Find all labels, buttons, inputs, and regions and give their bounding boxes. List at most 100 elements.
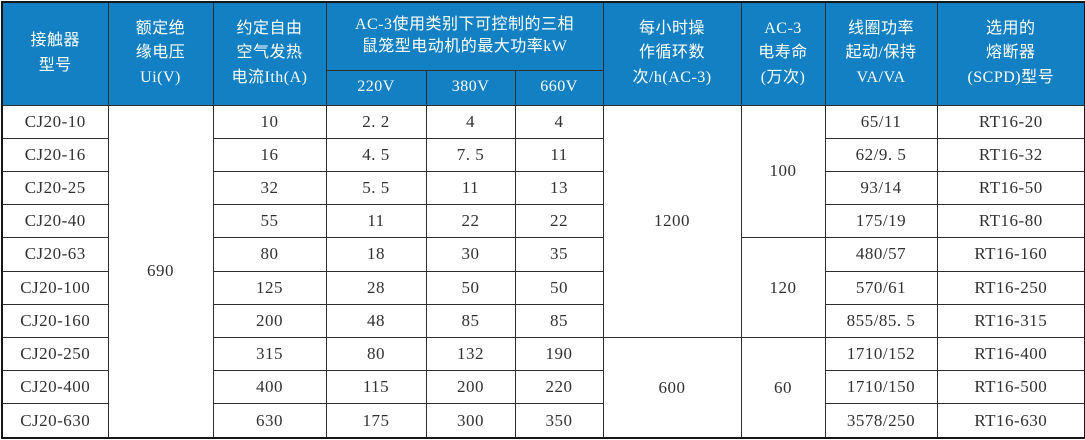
cell-coil: 855/85. 5 xyxy=(824,303,938,339)
table-row: CJ20-40 55 11 22 22 175/19 RT16-80 xyxy=(1,204,1085,239)
cell-life-merged: 120 xyxy=(740,237,826,339)
cell-kw380: 50 xyxy=(425,270,516,305)
table-row: CJ20-25 32 5. 5 11 13 93/14 RT16-50 xyxy=(1,170,1085,206)
header-fuse-type: 选用的 熔断器 (SCPD)型号 xyxy=(936,1,1085,106)
cell-kw660: 13 xyxy=(514,170,604,206)
cell-coil: 175/19 xyxy=(824,204,938,239)
cell-kw380: 200 xyxy=(425,370,516,405)
cell-fuse: RT16-500 xyxy=(936,370,1085,405)
cell-model: CJ20-10 xyxy=(1,104,109,139)
cell-ith: 125 xyxy=(212,270,327,305)
header-contactor-model: 接触器 型号 xyxy=(1,1,109,106)
cell-kw660: 190 xyxy=(514,337,604,372)
cell-kw380: 7. 5 xyxy=(425,137,516,172)
cell-kw660: 220 xyxy=(514,370,604,405)
cell-fuse: RT16-630 xyxy=(936,403,1085,439)
cell-kw220: 80 xyxy=(325,337,427,372)
cell-fuse: RT16-250 xyxy=(936,270,1085,305)
cell-model: CJ20-250 xyxy=(1,337,109,372)
cell-kw220: 48 xyxy=(325,303,427,339)
header-ac3-max-power-group: AC-3使用类别下可控制的三相 鼠笼型电动机的最大功率kW xyxy=(325,1,604,71)
cell-model: CJ20-160 xyxy=(1,303,109,339)
cell-coil: 65/11 xyxy=(824,104,938,139)
cell-ith: 200 xyxy=(212,303,327,339)
cell-coil: 480/57 xyxy=(824,237,938,272)
table-row: CJ20-630 630 175 300 350 3578/250 RT16-6… xyxy=(1,403,1085,439)
cell-coil: 1710/150 xyxy=(824,370,938,405)
cell-ith: 10 xyxy=(212,104,327,139)
cell-ith: 630 xyxy=(212,403,327,439)
cell-kw380: 30 xyxy=(425,237,516,272)
header-380v: 380V xyxy=(425,69,516,106)
table-row: CJ20-10 690 10 2. 2 4 4 1200 100 65/11 R… xyxy=(1,104,1085,439)
cell-model: CJ20-40 xyxy=(1,204,109,239)
cell-kw660: 22 xyxy=(514,204,604,239)
cell-kw220: 18 xyxy=(325,237,427,272)
cell-cycles-merged: 600 xyxy=(602,337,742,439)
cell-model: CJ20-400 xyxy=(1,370,109,405)
cell-kw380: 4 xyxy=(425,104,516,139)
table-row: CJ20-63 80 18 30 35 120 480/57 RT16-160 xyxy=(1,237,1085,339)
cell-fuse: RT16-315 xyxy=(936,303,1085,339)
cell-kw220: 115 xyxy=(325,370,427,405)
table-row: CJ20-100 125 28 50 50 570/61 RT16-250 xyxy=(1,270,1085,305)
cell-coil: 3578/250 xyxy=(824,403,938,439)
cell-life-merged: 100 xyxy=(740,104,826,239)
cell-model: CJ20-25 xyxy=(1,170,109,206)
cell-kw660: 11 xyxy=(514,137,604,172)
cell-kw380: 22 xyxy=(425,204,516,239)
cell-fuse: RT16-50 xyxy=(936,170,1085,206)
table-row: CJ20-16 16 4. 5 7. 5 11 62/9. 5 RT16-32 xyxy=(1,137,1085,172)
cell-life-merged: 60 xyxy=(740,337,826,439)
cell-kw660: 50 xyxy=(514,270,604,305)
table-body: CJ20-10 690 10 2. 2 4 4 1200 100 65/11 R… xyxy=(1,104,1085,439)
header-thermal-current: 约定自由 空气发热 电流Ith(A) xyxy=(212,1,327,106)
table-row: CJ20-250 315 80 132 190 600 60 1710/152 … xyxy=(1,337,1085,439)
cell-fuse: RT16-20 xyxy=(936,104,1085,139)
header-row-1: 接触器 型号 额定绝 缘电压 Ui(V) 约定自由 空气发热 电流Ith(A) … xyxy=(1,1,1085,106)
cell-kw220: 11 xyxy=(325,204,427,239)
table-row: CJ20-160 200 48 85 85 855/85. 5 RT16-315 xyxy=(1,303,1085,339)
cell-ith: 32 xyxy=(212,170,327,206)
cell-kw220: 5. 5 xyxy=(325,170,427,206)
cell-ith: 80 xyxy=(212,237,327,272)
cell-coil: 1710/152 xyxy=(824,337,938,372)
cell-fuse: RT16-80 xyxy=(936,204,1085,239)
cell-model: CJ20-16 xyxy=(1,137,109,172)
header-220v: 220V xyxy=(325,69,427,106)
cell-kw660: 350 xyxy=(514,403,604,439)
cell-kw380: 85 xyxy=(425,303,516,339)
cell-ith: 16 xyxy=(212,137,327,172)
header-insulation-voltage: 额定绝 缘电压 Ui(V) xyxy=(107,1,214,106)
cell-ith: 400 xyxy=(212,370,327,405)
header-row-2: 220V 380V 660V xyxy=(2,69,1085,106)
cell-model: CJ20-63 xyxy=(1,237,109,272)
cell-kw660: 85 xyxy=(514,303,604,339)
cell-kw380: 300 xyxy=(425,403,516,439)
header-coil-power: 线圈功率 起动/保持 VA/VA xyxy=(824,1,938,106)
cell-fuse: RT16-160 xyxy=(936,237,1085,272)
cell-kw380: 11 xyxy=(425,170,516,206)
cell-model: CJ20-630 xyxy=(1,403,109,439)
cell-kw220: 175 xyxy=(325,403,427,439)
cell-ith: 315 xyxy=(212,337,327,372)
cell-coil: 93/14 xyxy=(824,170,938,206)
cell-coil: 570/61 xyxy=(824,270,938,305)
header-660v: 660V xyxy=(514,69,604,106)
cell-ith: 55 xyxy=(212,204,327,239)
cell-kw660: 4 xyxy=(514,104,604,139)
cell-kw220: 4. 5 xyxy=(325,137,427,172)
cell-kw220: 28 xyxy=(325,270,427,305)
cell-kw660: 35 xyxy=(514,237,604,272)
cell-fuse: RT16-400 xyxy=(936,337,1085,372)
cell-kw220: 2. 2 xyxy=(325,104,427,139)
cell-model: CJ20-100 xyxy=(1,270,109,305)
cell-kw380: 132 xyxy=(425,337,516,372)
cell-cycles-merged: 1200 xyxy=(602,104,742,339)
table-header: 接触器 型号 额定绝 缘电压 Ui(V) 约定自由 空气发热 电流Ith(A) … xyxy=(1,1,1085,106)
cell-coil: 62/9. 5 xyxy=(824,137,938,172)
cell-fuse: RT16-32 xyxy=(936,137,1085,172)
header-electrical-life: AC-3 电寿命 (万次) xyxy=(740,1,826,106)
